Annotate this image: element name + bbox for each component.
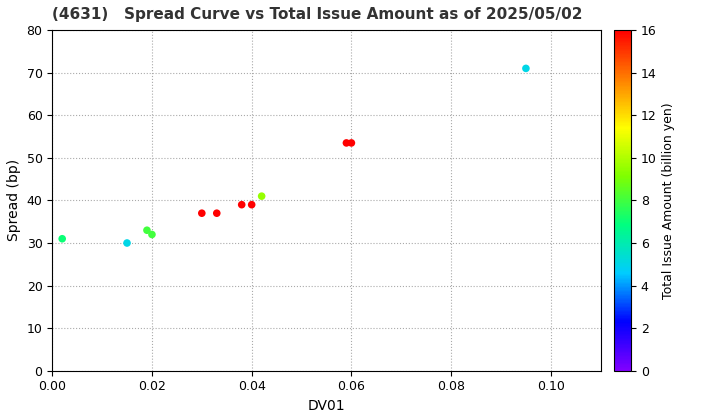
Point: [146, 231, 158, 238]
Point: [520, 65, 531, 72]
Point: [211, 210, 222, 217]
Point: [346, 139, 357, 146]
Point: [256, 193, 267, 199]
Point: [246, 201, 258, 208]
X-axis label: DV01: DV01: [307, 399, 346, 413]
Point: [196, 210, 207, 217]
Point: [141, 227, 153, 234]
Text: (4631)   Spread Curve vs Total Issue Amount as of 2025/05/02: (4631) Spread Curve vs Total Issue Amoun…: [53, 7, 582, 22]
Point: [56, 235, 68, 242]
Point: [236, 201, 248, 208]
Point: [121, 240, 132, 247]
Point: [341, 139, 352, 146]
Y-axis label: Total Issue Amount (billion yen): Total Issue Amount (billion yen): [662, 102, 675, 299]
Y-axis label: Spread (bp): Spread (bp): [7, 159, 21, 242]
